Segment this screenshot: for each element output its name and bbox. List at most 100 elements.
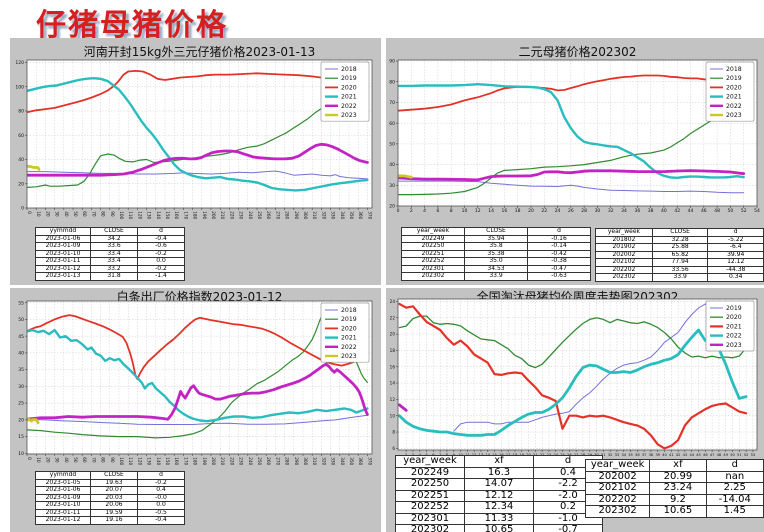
- x-tick-label: 340: [340, 457, 345, 465]
- table-cell: 16.3: [464, 466, 534, 479]
- table-cell: 201802: [595, 235, 653, 244]
- table-cell: 202102: [584, 482, 651, 495]
- y-tick-label: 70: [389, 100, 395, 106]
- table-row: 202251 12.12 -2.0: [395, 489, 603, 502]
- table-cell: 2023-01-09: [35, 242, 91, 251]
- x-tick-label: 35: [628, 453, 633, 457]
- table-row: 202250 14.07 -2.2: [395, 478, 603, 491]
- table-cell: 20.06: [90, 501, 138, 510]
- legend-label: 2020: [341, 84, 357, 91]
- x-tick-label: 40: [662, 453, 667, 457]
- x-tick-label: 24: [555, 208, 561, 214]
- x-tick-label: 240: [248, 457, 253, 465]
- table-cell: 202249: [395, 466, 465, 479]
- legend-label: 2022: [341, 344, 357, 351]
- table-header: yymmdd: [35, 227, 91, 236]
- table-row: 202301 34.53 -0.47: [401, 264, 591, 273]
- x-tick-label: 110: [128, 457, 133, 465]
- y-tick-label: 30: [389, 183, 395, 189]
- table-header: year_week: [401, 227, 465, 236]
- table-cell: 23.24: [649, 482, 707, 495]
- x-tick-label: 60: [82, 457, 87, 463]
- y-tick-label: 12: [390, 397, 396, 402]
- line-chart-carcass-exfactory-index: 0 10 20 30 40 50 60 70 80 90 100 110 120 130 140 150 160…: [18, 300, 373, 466]
- table-cell: -0.4: [137, 234, 185, 243]
- x-tick-label: 120: [137, 211, 142, 219]
- series-2020: [398, 74, 745, 112]
- x-tick-label: 14: [488, 208, 494, 214]
- y-tick-label: 30: [18, 384, 24, 390]
- table-header: d: [137, 227, 185, 236]
- x-tick-label: 36: [635, 453, 640, 457]
- table-cell: -44.38: [707, 265, 764, 274]
- series-2023: [27, 164, 41, 171]
- x-tick-label: 39: [655, 453, 660, 457]
- page-title: 仔猪母猪价格: [36, 8, 228, 43]
- x-tick-label: 170: [183, 457, 188, 465]
- x-tick-label: 30: [595, 208, 601, 214]
- table-cell: 2023-01-06: [35, 486, 91, 495]
- table-row: 202249 35.94 -0.16: [401, 234, 591, 243]
- table-cell: -0.7: [533, 524, 603, 532]
- x-tick-label: 220: [229, 211, 234, 219]
- series-2022: [398, 169, 746, 182]
- table-header: xf: [464, 455, 534, 468]
- table-cell: 2023-01-12: [35, 264, 91, 273]
- y-tick-label: 14: [390, 381, 396, 386]
- y-tick-label: 40: [389, 162, 395, 168]
- x-tick-label: 150: [165, 211, 170, 219]
- x-tick-label: 0: [27, 211, 32, 214]
- table-cell: 202002: [595, 250, 653, 259]
- x-tick-label: 48: [714, 208, 720, 214]
- table-row: 202251 35.38 -0.42: [401, 249, 591, 258]
- x-tick-label: 130: [147, 457, 152, 465]
- series-2023: [398, 174, 413, 179]
- table-row: 202250 35.8 -0.14: [401, 242, 591, 251]
- x-tick-label: 230: [239, 457, 244, 465]
- x-tick-label: 31: [601, 453, 606, 457]
- y-tick-label: 80: [18, 109, 24, 115]
- x-tick-label: 49: [723, 453, 728, 457]
- table-row: 2023-01-10 33.4 -0.2: [35, 249, 185, 258]
- x-tick-label: 50: [73, 211, 78, 217]
- y-tick-label: 45: [18, 334, 24, 340]
- y-tick-label: 10: [18, 451, 24, 457]
- table-cell: 33.9: [464, 272, 528, 281]
- table-sow-yearly-compare: year_week CLOSE d 201802 32.28 -5.22 201902 25.…: [595, 228, 764, 282]
- table-row: 202302 33.9 0.34: [595, 273, 764, 282]
- table-cell: 12.34: [464, 501, 534, 514]
- x-tick-label: 26: [568, 208, 574, 214]
- chart-title-carcass-index: 白条出厂价格指数2023-01-12: [116, 290, 283, 304]
- table-cell: 32.28: [651, 235, 709, 244]
- x-tick-label: 16: [502, 208, 508, 214]
- table-row: 202002 65.82 39.94: [595, 250, 764, 259]
- x-tick-label: 100: [119, 457, 124, 465]
- table-header: CLOSE: [651, 228, 709, 237]
- x-tick-label: 310: [312, 211, 317, 219]
- x-tick-label: 210: [220, 457, 225, 465]
- table-cell: 202250: [401, 242, 465, 251]
- legend-label: 2023: [726, 342, 742, 349]
- table-header: d: [527, 227, 591, 236]
- panel-henan-piglet-price: 河南开封15kg外三元仔猪价格2023-01-13 0 10 20 30 40 50 60 7…: [10, 38, 381, 285]
- legend-label: 2021: [341, 335, 357, 342]
- x-tick-label: 290: [294, 211, 299, 219]
- table-cell: 0.0: [137, 257, 185, 266]
- table-cell: 35.94: [464, 234, 528, 243]
- series-2022: [27, 142, 369, 177]
- table-row: 2023-01-12 33.2 -0.2: [35, 264, 185, 273]
- table-cell: -6.4: [707, 243, 764, 252]
- x-tick-label: 360: [358, 211, 363, 219]
- x-tick-label: 44: [688, 208, 694, 214]
- table-cell: 33.4: [90, 249, 138, 258]
- x-tick-label: 12: [475, 208, 481, 214]
- table-cell: 77.94: [651, 258, 709, 267]
- x-tick-label: 70: [91, 211, 96, 217]
- table-cell: 202002: [584, 470, 651, 483]
- x-tick-label: 210: [220, 211, 225, 219]
- legend-label: 2018: [726, 66, 742, 73]
- series-2020: [398, 315, 754, 369]
- table-cell: 34.53: [464, 264, 528, 273]
- x-tick-label: 46: [701, 208, 707, 214]
- legend-label: 2023: [341, 112, 357, 119]
